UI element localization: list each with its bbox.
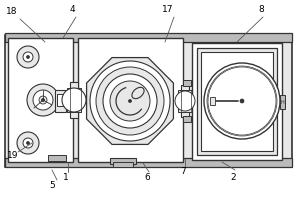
Bar <box>183 80 191 86</box>
Bar <box>67 88 81 112</box>
Circle shape <box>17 132 39 154</box>
Text: 19: 19 <box>7 150 19 160</box>
Circle shape <box>90 61 170 141</box>
Circle shape <box>128 99 131 102</box>
Text: 1: 1 <box>63 173 69 182</box>
Bar <box>48 155 66 161</box>
Bar <box>78 38 183 162</box>
Circle shape <box>17 46 39 68</box>
Bar <box>183 116 191 122</box>
Circle shape <box>110 81 150 121</box>
Circle shape <box>33 90 53 110</box>
Bar <box>201 52 273 151</box>
Bar <box>110 158 136 164</box>
Circle shape <box>208 67 276 135</box>
Text: 7: 7 <box>180 168 186 176</box>
Text: 2: 2 <box>230 172 236 182</box>
Circle shape <box>96 67 164 135</box>
Circle shape <box>23 138 33 148</box>
Text: 8: 8 <box>258 5 264 15</box>
Circle shape <box>39 96 47 104</box>
Bar <box>57 94 64 106</box>
Ellipse shape <box>132 87 144 99</box>
Circle shape <box>27 84 59 116</box>
Circle shape <box>204 63 280 139</box>
Bar <box>210 97 215 105</box>
Circle shape <box>175 91 195 111</box>
Text: 17: 17 <box>162 5 174 15</box>
Bar <box>197 48 277 155</box>
Text: H: H <box>280 99 284 104</box>
Bar <box>8 38 73 162</box>
Circle shape <box>103 74 157 128</box>
Circle shape <box>26 142 29 144</box>
Bar <box>70 82 78 118</box>
Polygon shape <box>87 58 173 144</box>
Bar <box>113 162 133 167</box>
Bar <box>5 35 292 167</box>
Circle shape <box>207 66 277 136</box>
Bar <box>55 90 66 112</box>
Text: 5: 5 <box>49 180 55 190</box>
Bar <box>178 90 192 112</box>
Text: 4: 4 <box>69 5 75 15</box>
Circle shape <box>23 52 33 62</box>
Bar <box>280 95 285 109</box>
Bar <box>192 43 282 160</box>
Bar <box>5 33 292 42</box>
Text: 6: 6 <box>144 173 150 182</box>
Circle shape <box>26 55 29 58</box>
Bar <box>5 158 292 167</box>
Circle shape <box>240 99 244 103</box>
Circle shape <box>62 88 86 112</box>
Text: 18: 18 <box>6 7 18 17</box>
Circle shape <box>41 98 44 102</box>
Bar <box>181 85 189 117</box>
